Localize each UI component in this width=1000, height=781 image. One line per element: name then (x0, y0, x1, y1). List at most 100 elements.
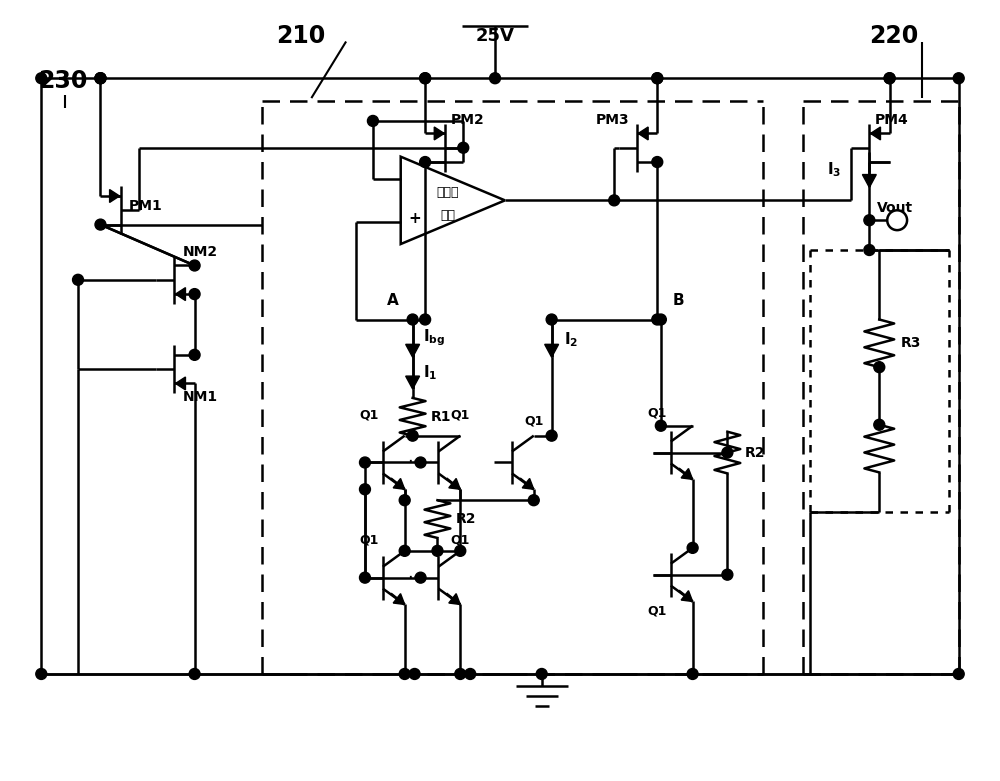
Circle shape (652, 156, 663, 167)
Text: A: A (387, 293, 399, 308)
Circle shape (189, 260, 200, 271)
Circle shape (722, 447, 733, 458)
Circle shape (420, 73, 431, 84)
Circle shape (455, 545, 466, 556)
Circle shape (887, 210, 907, 230)
Circle shape (884, 73, 895, 84)
Text: 230: 230 (38, 70, 88, 93)
Text: Q1: Q1 (524, 415, 543, 428)
Circle shape (360, 572, 370, 583)
Text: $\mathbf{I_1}$: $\mathbf{I_1}$ (423, 364, 437, 383)
Text: $\mathbf{I_3}$: $\mathbf{I_3}$ (827, 160, 842, 179)
Text: Q1: Q1 (647, 604, 667, 618)
Text: Q1: Q1 (359, 534, 379, 547)
Circle shape (420, 156, 431, 167)
Circle shape (415, 457, 426, 468)
Circle shape (655, 314, 666, 325)
Circle shape (360, 457, 370, 468)
Text: ···: ··· (407, 454, 424, 472)
Polygon shape (406, 344, 420, 357)
Circle shape (420, 73, 431, 84)
Text: $\mathbf{I_{bg}}$: $\mathbf{I_{bg}}$ (423, 327, 445, 348)
Circle shape (399, 669, 410, 679)
Circle shape (655, 420, 666, 431)
Circle shape (490, 73, 500, 84)
Text: 25V: 25V (476, 27, 514, 45)
Polygon shape (681, 590, 693, 601)
Circle shape (432, 545, 443, 556)
Text: Vout: Vout (877, 201, 913, 216)
Circle shape (722, 569, 733, 580)
Polygon shape (176, 377, 185, 390)
Polygon shape (393, 479, 405, 489)
Circle shape (953, 669, 964, 679)
Circle shape (874, 419, 885, 430)
Circle shape (73, 274, 83, 285)
Text: R2: R2 (745, 445, 766, 459)
Circle shape (652, 73, 663, 84)
Text: NM2: NM2 (182, 245, 217, 259)
Circle shape (528, 494, 539, 505)
Text: 高压放: 高压放 (436, 186, 459, 199)
Text: PM1: PM1 (129, 199, 162, 213)
Circle shape (189, 289, 200, 300)
Circle shape (415, 572, 426, 583)
Circle shape (609, 195, 620, 206)
Circle shape (95, 73, 106, 84)
Circle shape (360, 484, 370, 494)
Text: PM3: PM3 (595, 113, 629, 127)
Circle shape (546, 314, 557, 325)
Circle shape (687, 543, 698, 553)
Circle shape (536, 669, 547, 679)
Polygon shape (522, 479, 534, 489)
Polygon shape (434, 127, 444, 140)
Polygon shape (393, 594, 405, 604)
Text: 220: 220 (869, 23, 919, 48)
Polygon shape (449, 594, 460, 604)
Text: PM2: PM2 (450, 113, 484, 127)
Circle shape (874, 362, 885, 373)
Polygon shape (406, 376, 420, 389)
Text: R3: R3 (901, 337, 922, 351)
Circle shape (95, 73, 106, 84)
Text: R2: R2 (455, 512, 476, 526)
Polygon shape (545, 344, 559, 357)
Polygon shape (871, 127, 880, 140)
Polygon shape (449, 479, 460, 489)
Polygon shape (638, 127, 648, 140)
Circle shape (189, 669, 200, 679)
Circle shape (409, 669, 420, 679)
Circle shape (864, 244, 875, 255)
Circle shape (407, 430, 418, 441)
Circle shape (36, 669, 47, 679)
Circle shape (465, 669, 476, 679)
Text: Q1: Q1 (647, 407, 667, 420)
Circle shape (420, 314, 431, 325)
Text: R1: R1 (430, 410, 451, 424)
Circle shape (367, 116, 378, 127)
Circle shape (652, 73, 663, 84)
Text: +: + (408, 211, 421, 226)
Text: PM4: PM4 (874, 113, 908, 127)
Circle shape (546, 430, 557, 441)
Circle shape (95, 219, 106, 230)
Circle shape (458, 142, 469, 153)
Circle shape (687, 669, 698, 679)
Text: Q1: Q1 (451, 534, 470, 547)
Text: 210: 210 (277, 23, 326, 48)
Circle shape (652, 314, 663, 325)
Text: Q1: Q1 (359, 408, 379, 422)
Circle shape (884, 73, 895, 84)
Polygon shape (176, 287, 185, 301)
Circle shape (399, 494, 410, 505)
Text: Q1: Q1 (451, 408, 470, 422)
Circle shape (95, 73, 106, 84)
Circle shape (953, 73, 964, 84)
Circle shape (189, 349, 200, 360)
Circle shape (399, 545, 410, 556)
Polygon shape (681, 469, 693, 480)
Circle shape (455, 669, 466, 679)
Text: ···: ··· (407, 569, 424, 587)
Text: 大器: 大器 (440, 209, 455, 222)
Text: B: B (673, 293, 684, 308)
